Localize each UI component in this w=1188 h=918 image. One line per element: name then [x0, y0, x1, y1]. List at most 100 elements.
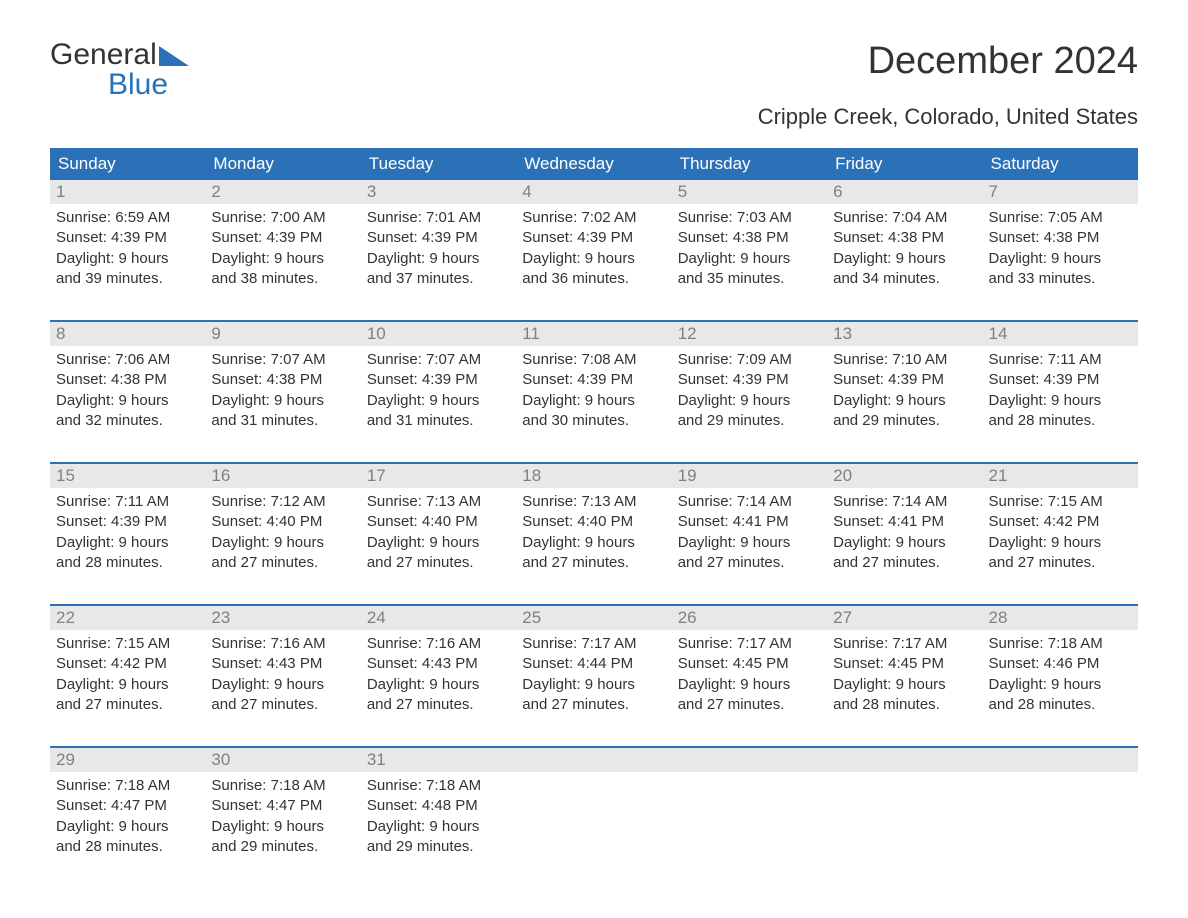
daylight-text: Daylight: 9 hours	[211, 533, 354, 553]
daylight-text: and 32 minutes.	[56, 411, 199, 431]
sunset-text: Sunset: 4:42 PM	[989, 512, 1132, 532]
day-body: Sunrise: 7:12 AMSunset: 4:40 PMDaylight:…	[205, 488, 360, 577]
sunset-text: Sunset: 4:39 PM	[833, 370, 976, 390]
calendar-day: 23Sunrise: 7:16 AMSunset: 4:43 PMDayligh…	[205, 606, 360, 726]
calendar-day: 18Sunrise: 7:13 AMSunset: 4:40 PMDayligh…	[516, 464, 671, 584]
daylight-text: and 27 minutes.	[522, 553, 665, 573]
day-body: Sunrise: 7:15 AMSunset: 4:42 PMDaylight:…	[50, 630, 205, 719]
sunrise-text: Sunrise: 7:18 AM	[367, 776, 510, 796]
day-number: 22	[50, 606, 205, 630]
day-number: 17	[361, 464, 516, 488]
daylight-text: Daylight: 9 hours	[678, 533, 821, 553]
day-body: Sunrise: 7:14 AMSunset: 4:41 PMDaylight:…	[672, 488, 827, 577]
sunset-text: Sunset: 4:43 PM	[367, 654, 510, 674]
day-number-empty	[827, 748, 982, 772]
day-number: 6	[827, 180, 982, 204]
day-body: Sunrise: 7:02 AMSunset: 4:39 PMDaylight:…	[516, 204, 671, 293]
daylight-text: and 33 minutes.	[989, 269, 1132, 289]
daylight-text: and 27 minutes.	[367, 553, 510, 573]
day-header: Thursday	[672, 148, 827, 180]
sunrise-text: Sunrise: 7:15 AM	[56, 634, 199, 654]
day-number: 5	[672, 180, 827, 204]
daylight-text: and 28 minutes.	[989, 411, 1132, 431]
page-subtitle: Cripple Creek, Colorado, United States	[50, 104, 1138, 130]
daylight-text: and 27 minutes.	[211, 553, 354, 573]
day-body: Sunrise: 7:00 AMSunset: 4:39 PMDaylight:…	[205, 204, 360, 293]
sunset-text: Sunset: 4:39 PM	[522, 228, 665, 248]
calendar-day: 10Sunrise: 7:07 AMSunset: 4:39 PMDayligh…	[361, 322, 516, 442]
sunrise-text: Sunrise: 7:16 AM	[367, 634, 510, 654]
day-number: 4	[516, 180, 671, 204]
day-number: 25	[516, 606, 671, 630]
sunset-text: Sunset: 4:42 PM	[56, 654, 199, 674]
calendar-day	[827, 748, 982, 868]
day-body: Sunrise: 7:18 AMSunset: 4:47 PMDaylight:…	[50, 772, 205, 861]
day-number: 26	[672, 606, 827, 630]
calendar-day: 19Sunrise: 7:14 AMSunset: 4:41 PMDayligh…	[672, 464, 827, 584]
daylight-text: Daylight: 9 hours	[211, 391, 354, 411]
daylight-text: Daylight: 9 hours	[522, 675, 665, 695]
sunrise-text: Sunrise: 7:15 AM	[989, 492, 1132, 512]
daylight-text: Daylight: 9 hours	[522, 533, 665, 553]
day-header: Monday	[205, 148, 360, 180]
sunrise-text: Sunrise: 7:17 AM	[522, 634, 665, 654]
day-number: 8	[50, 322, 205, 346]
sunset-text: Sunset: 4:40 PM	[522, 512, 665, 532]
daylight-text: Daylight: 9 hours	[367, 533, 510, 553]
day-number: 13	[827, 322, 982, 346]
day-body: Sunrise: 7:17 AMSunset: 4:45 PMDaylight:…	[827, 630, 982, 719]
calendar-day: 31Sunrise: 7:18 AMSunset: 4:48 PMDayligh…	[361, 748, 516, 868]
day-body: Sunrise: 7:06 AMSunset: 4:38 PMDaylight:…	[50, 346, 205, 435]
daylight-text: Daylight: 9 hours	[211, 675, 354, 695]
daylight-text: and 28 minutes.	[989, 695, 1132, 715]
logo-word2: Blue	[108, 70, 189, 100]
calendar-day: 29Sunrise: 7:18 AMSunset: 4:47 PMDayligh…	[50, 748, 205, 868]
daylight-text: Daylight: 9 hours	[833, 391, 976, 411]
daylight-text: and 27 minutes.	[989, 553, 1132, 573]
sunset-text: Sunset: 4:38 PM	[56, 370, 199, 390]
daylight-text: and 27 minutes.	[211, 695, 354, 715]
sunset-text: Sunset: 4:45 PM	[833, 654, 976, 674]
sunrise-text: Sunrise: 7:18 AM	[989, 634, 1132, 654]
day-body: Sunrise: 7:16 AMSunset: 4:43 PMDaylight:…	[361, 630, 516, 719]
calendar-day: 6Sunrise: 7:04 AMSunset: 4:38 PMDaylight…	[827, 180, 982, 300]
daylight-text: and 28 minutes.	[56, 837, 199, 857]
sunset-text: Sunset: 4:46 PM	[989, 654, 1132, 674]
day-body: Sunrise: 7:17 AMSunset: 4:45 PMDaylight:…	[672, 630, 827, 719]
day-body: Sunrise: 7:17 AMSunset: 4:44 PMDaylight:…	[516, 630, 671, 719]
sunset-text: Sunset: 4:44 PM	[522, 654, 665, 674]
day-number: 31	[361, 748, 516, 772]
daylight-text: Daylight: 9 hours	[522, 391, 665, 411]
sunrise-text: Sunrise: 7:04 AM	[833, 208, 976, 228]
calendar-day: 2Sunrise: 7:00 AMSunset: 4:39 PMDaylight…	[205, 180, 360, 300]
sunset-text: Sunset: 4:47 PM	[211, 796, 354, 816]
sunset-text: Sunset: 4:39 PM	[211, 228, 354, 248]
daylight-text: Daylight: 9 hours	[367, 391, 510, 411]
day-body: Sunrise: 7:15 AMSunset: 4:42 PMDaylight:…	[983, 488, 1138, 577]
day-header: Saturday	[983, 148, 1138, 180]
daylight-text: and 31 minutes.	[367, 411, 510, 431]
daylight-text: and 29 minutes.	[678, 411, 821, 431]
day-number: 27	[827, 606, 982, 630]
daylight-text: Daylight: 9 hours	[56, 249, 199, 269]
daylight-text: Daylight: 9 hours	[678, 675, 821, 695]
calendar-day: 5Sunrise: 7:03 AMSunset: 4:38 PMDaylight…	[672, 180, 827, 300]
calendar-day: 17Sunrise: 7:13 AMSunset: 4:40 PMDayligh…	[361, 464, 516, 584]
daylight-text: and 27 minutes.	[56, 695, 199, 715]
daylight-text: Daylight: 9 hours	[989, 249, 1132, 269]
daylight-text: Daylight: 9 hours	[56, 675, 199, 695]
page-title: December 2024	[868, 40, 1138, 83]
daylight-text: and 39 minutes.	[56, 269, 199, 289]
day-number: 7	[983, 180, 1138, 204]
sunrise-text: Sunrise: 7:10 AM	[833, 350, 976, 370]
sunset-text: Sunset: 4:40 PM	[211, 512, 354, 532]
daylight-text: and 38 minutes.	[211, 269, 354, 289]
daylight-text: and 31 minutes.	[211, 411, 354, 431]
day-number: 20	[827, 464, 982, 488]
sunset-text: Sunset: 4:43 PM	[211, 654, 354, 674]
sunrise-text: Sunrise: 7:01 AM	[367, 208, 510, 228]
daylight-text: Daylight: 9 hours	[367, 249, 510, 269]
daylight-text: and 36 minutes.	[522, 269, 665, 289]
day-number: 18	[516, 464, 671, 488]
daylight-text: and 27 minutes.	[522, 695, 665, 715]
